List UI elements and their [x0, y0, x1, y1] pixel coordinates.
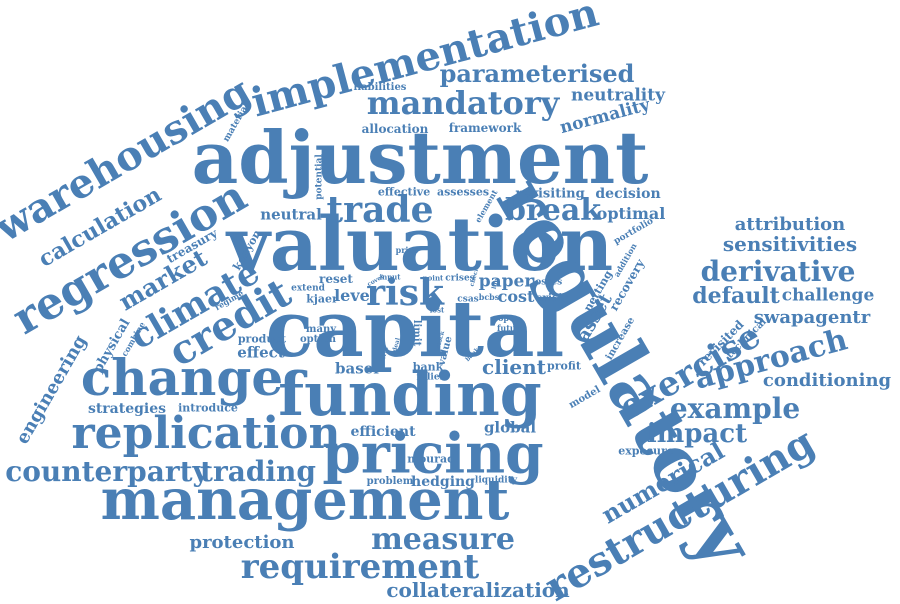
word-hedging: hedging — [411, 474, 475, 490]
word-profit: profit — [547, 359, 581, 373]
word-trading: trading — [200, 455, 316, 488]
word-decision: decision — [595, 186, 661, 202]
word-default: default — [692, 283, 780, 309]
word-liabilities: liabilities — [353, 82, 407, 93]
word-protection: protection — [189, 532, 295, 553]
word-management: management — [100, 467, 510, 533]
word-lost: lost — [429, 305, 445, 315]
word-relief: relief — [416, 372, 444, 383]
word-losses: losses — [531, 277, 563, 288]
word-bcbs: bcbs — [478, 292, 500, 302]
word-example: example — [669, 392, 801, 425]
word-effect: effect — [237, 343, 285, 362]
word-break: break — [504, 193, 602, 228]
word-csas: csas — [457, 294, 479, 305]
word-mandatory: mandatory — [366, 84, 560, 122]
word-optimal: optimal — [596, 204, 666, 223]
word-sensitivities: sensitivities — [722, 232, 858, 256]
word-basel: basel — [335, 359, 379, 378]
word-revisiting: revisiting — [515, 186, 585, 202]
word-crises: crises — [445, 273, 475, 284]
word-change: change — [80, 348, 284, 407]
word-capital: capital — [265, 284, 565, 375]
word-counterparty: counterparty — [5, 455, 209, 488]
word-paper: paper — [478, 271, 534, 292]
word-neutral: neutral — [260, 205, 322, 224]
word-introduce: introduce — [178, 401, 238, 415]
word-valuation: valuation — [226, 202, 614, 288]
word-funding: funding — [278, 360, 542, 430]
word-product: product — [237, 332, 287, 346]
word-reset: reset — [319, 272, 353, 286]
word-risk: risk — [366, 272, 444, 314]
word-derivative: derivative — [700, 255, 856, 288]
word-attribution: attribution — [734, 214, 846, 235]
word-future: future — [496, 323, 526, 333]
word-many: many — [305, 324, 337, 335]
word-allocation: allocation — [361, 122, 429, 136]
word-option: option — [299, 334, 337, 345]
word-strategies: strategies — [87, 401, 167, 417]
word-crisis: crisis — [535, 291, 569, 305]
word-trade: trade — [326, 189, 434, 231]
word-global: global — [483, 418, 537, 437]
word-conditioning: conditioning — [762, 370, 892, 391]
word-impact: impact — [646, 419, 748, 449]
word-input: input — [379, 272, 401, 282]
word-adjustment: adjustment — [191, 115, 649, 200]
word-effective: effective — [377, 185, 431, 199]
word-cost: cost — [497, 287, 535, 306]
word-collateralization: collateralization — [386, 578, 570, 602]
word-price: price — [395, 245, 419, 255]
word-exposure: exposure — [618, 444, 674, 458]
word-problem: problem — [366, 476, 414, 487]
word-liquidity: liquidity — [474, 475, 518, 486]
word-framework: framework — [448, 121, 522, 135]
word-replication: replication — [71, 408, 341, 459]
word-neutrality: neutrality — [570, 85, 666, 106]
word-mourad: mourad — [407, 452, 455, 466]
word-kjaer: kjaer — [306, 292, 338, 306]
word-limit: limit — [411, 319, 422, 347]
word-point: point — [422, 273, 444, 283]
word-parameterised: parameterised — [439, 59, 635, 88]
word-requirement: requirement — [240, 547, 480, 587]
word-challenge: challenge — [781, 285, 875, 306]
word-swapagentr: swapagentr — [753, 307, 871, 328]
word-bank: bank — [412, 360, 444, 374]
word-client: client — [482, 355, 546, 379]
word-open: open — [498, 313, 520, 323]
word-extend: extend — [291, 283, 325, 294]
word-level: level — [334, 286, 376, 305]
word-pricing: pricing — [322, 420, 544, 486]
word-assesses: assesses — [436, 185, 490, 199]
word-measure: measure — [371, 522, 515, 557]
word-potential: potential — [314, 154, 325, 200]
word-efficient: efficient — [350, 424, 416, 440]
